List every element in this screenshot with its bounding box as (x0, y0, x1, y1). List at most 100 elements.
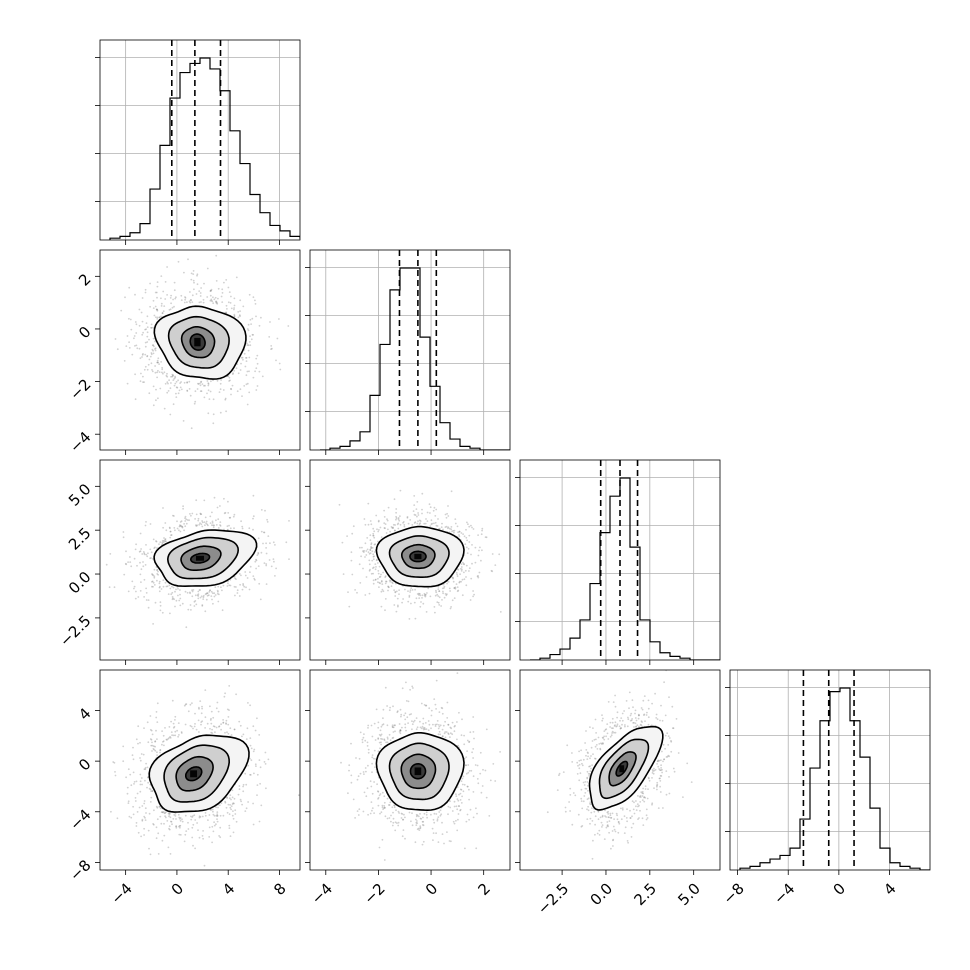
scatter-point (439, 814, 442, 817)
scatter-point (172, 597, 174, 600)
scatter-point (156, 296, 158, 299)
scatter-point (380, 580, 383, 583)
scatter-point (640, 724, 643, 727)
scatter-point (179, 386, 182, 389)
scatter-point (627, 716, 629, 719)
scatter-point (172, 374, 175, 377)
scatter-point (592, 839, 594, 842)
scatter-point (191, 826, 194, 829)
scatter-point (172, 514, 174, 517)
scatter-point (139, 380, 142, 383)
scatter-point (616, 818, 619, 821)
x-tick-label: −4 (108, 880, 136, 908)
scatter-point (660, 704, 662, 707)
scatter-point (354, 817, 356, 819)
scatter-point (641, 817, 644, 820)
scatter-point (422, 602, 425, 605)
scatter-point (132, 813, 135, 816)
scatter-point (609, 735, 612, 738)
scatter-point (609, 812, 612, 815)
scatter-point (168, 309, 171, 311)
scatter-point (465, 772, 468, 775)
scatter-point (195, 513, 198, 516)
scatter-point (377, 520, 380, 523)
scatter-point (139, 561, 141, 564)
scatter-point (237, 372, 240, 375)
scatter-point (608, 820, 611, 822)
scatter-point (372, 566, 375, 569)
scatter-point (288, 558, 290, 560)
scatter-point (620, 717, 623, 719)
scatter-point (418, 594, 420, 596)
scatter-point (643, 800, 646, 803)
scatter-point (179, 589, 181, 591)
scatter-point (144, 341, 147, 344)
scatter-point (274, 575, 276, 577)
scatter-point (171, 598, 174, 601)
scatter-point (266, 521, 269, 523)
scatter-point (668, 792, 671, 795)
scatter-point (423, 726, 426, 729)
scatter-point (593, 810, 596, 813)
scatter-point (420, 818, 423, 820)
scatter-point (645, 818, 648, 821)
scatter-point (157, 361, 160, 364)
scatter-point (180, 731, 183, 733)
scatter-point (186, 591, 189, 594)
scatter-point (426, 592, 428, 594)
scatter-point (482, 768, 484, 771)
scatter-point (606, 824, 609, 826)
scatter-point (434, 723, 437, 726)
scatter-point (155, 308, 158, 311)
scatter-point (369, 539, 372, 542)
scatter-point (391, 724, 394, 727)
scatter-point (216, 815, 219, 817)
scatter-point (621, 807, 624, 809)
scatter-point (383, 527, 386, 529)
scatter-point (257, 537, 260, 540)
scatter-point (239, 583, 242, 586)
scatter-point (422, 820, 425, 823)
scatter-point (401, 687, 404, 690)
scatter-point (589, 802, 591, 805)
contour-line (598, 738, 650, 800)
scatter-point (460, 802, 463, 804)
scatter-point (419, 594, 422, 597)
scatter-point (383, 739, 386, 742)
scatter-point (380, 573, 382, 576)
scatter-point (149, 355, 152, 358)
scatter-point (212, 413, 215, 416)
scatter-point (171, 596, 174, 598)
scatter-point (386, 519, 389, 522)
scatter-point (240, 800, 243, 803)
scatter-point (261, 375, 264, 378)
scatter-point (445, 516, 448, 519)
scatter-point (408, 713, 411, 716)
scatter-point (230, 734, 233, 736)
scatter-point (139, 590, 142, 592)
scatter-point (169, 308, 172, 311)
scatter-point (614, 694, 616, 697)
scatter-point (298, 794, 300, 797)
scatter-point (490, 569, 493, 572)
scatter-point (647, 707, 650, 710)
scatter-point (388, 817, 391, 819)
scatter-point (580, 759, 582, 762)
scatter-point (362, 551, 365, 553)
scatter-point (584, 787, 587, 790)
panel-content (546, 670, 693, 870)
scatter-point (160, 297, 162, 300)
scatter-point (205, 598, 208, 601)
scatter-point (395, 610, 398, 613)
scatter-point (146, 786, 148, 789)
scatter-point (175, 396, 178, 398)
scatter-point (389, 801, 392, 804)
scatter-point (217, 518, 220, 521)
scatter-point (230, 307, 233, 310)
scatter-point (458, 530, 461, 533)
scatter-point (467, 764, 470, 766)
scatter-point (209, 719, 212, 721)
scatter-point (422, 816, 424, 819)
scatter-point (173, 598, 176, 601)
scatter-point (485, 536, 488, 539)
